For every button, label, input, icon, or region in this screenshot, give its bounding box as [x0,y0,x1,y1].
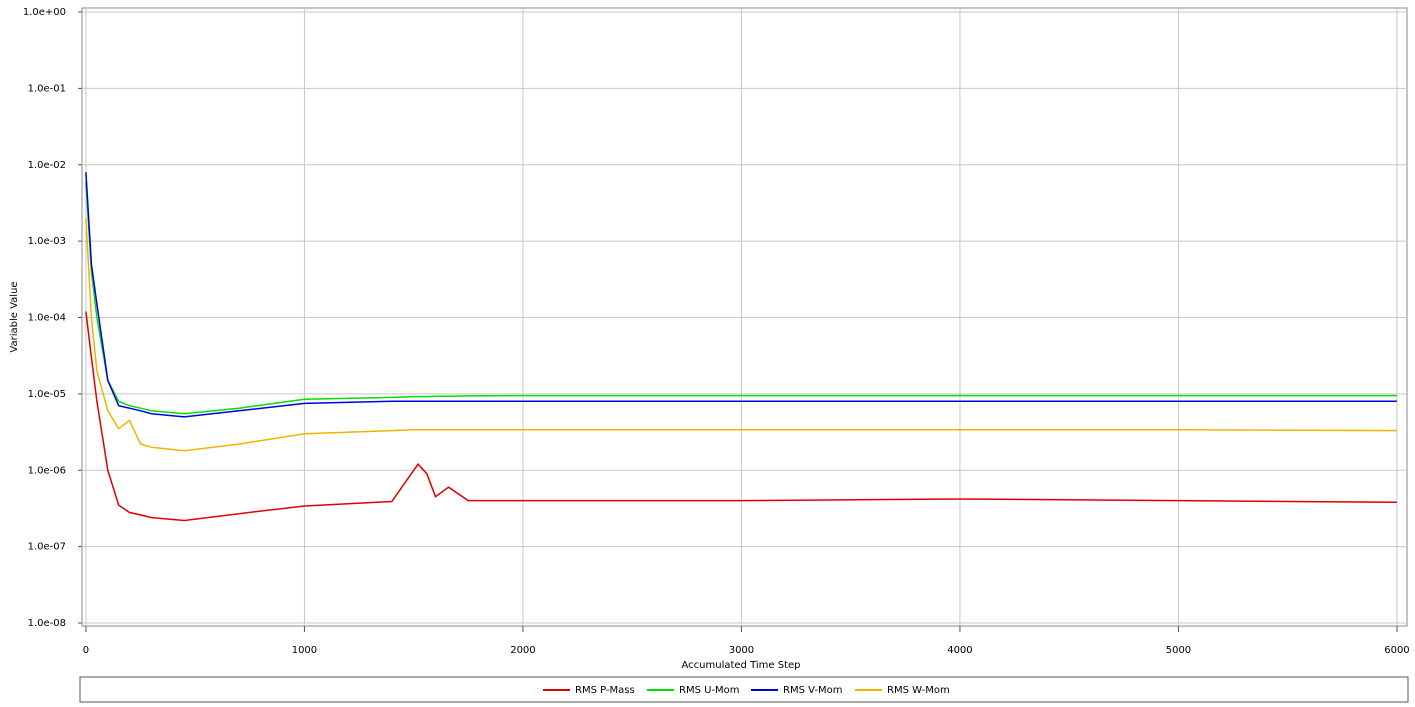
y-axis-title: Variable Value [9,281,20,352]
legend-label: RMS W-Mom [887,685,950,696]
series-line [85,172,1397,418]
series-line [85,218,1397,452]
x-tick-label: 0 [83,645,89,656]
legend-label: RMS V-Mom [783,685,842,696]
y-tick-label: 1.0e+00 [23,7,66,18]
y-tick-label: 1.0e-06 [28,465,66,476]
y-tick-label: 1.0e-05 [28,389,66,400]
legend-label: RMS P-Mass [575,685,635,696]
y-tick-label: 1.0e-03 [28,236,66,247]
y-tick-label: 1.0e-04 [28,313,66,324]
x-tick-label: 5000 [1166,645,1191,656]
y-tick-label: 1.0e-08 [28,618,66,629]
x-tick-label: 3000 [729,645,754,656]
x-tick-label: 4000 [947,645,972,656]
x-tick-label: 2000 [510,645,535,656]
series-line [85,311,1397,522]
legend-label: RMS U-Mom [679,685,740,696]
legend [79,676,1409,703]
series-line [85,181,1397,415]
y-tick-label: 1.0e-02 [28,160,66,171]
y-tick-label: 1.0e-01 [28,83,66,94]
x-tick-label: 6000 [1384,645,1409,656]
y-tick-label: 1.0e-07 [28,542,66,553]
x-axis-title: Accumulated Time Step [681,660,800,671]
x-tick-label: 1000 [292,645,317,656]
